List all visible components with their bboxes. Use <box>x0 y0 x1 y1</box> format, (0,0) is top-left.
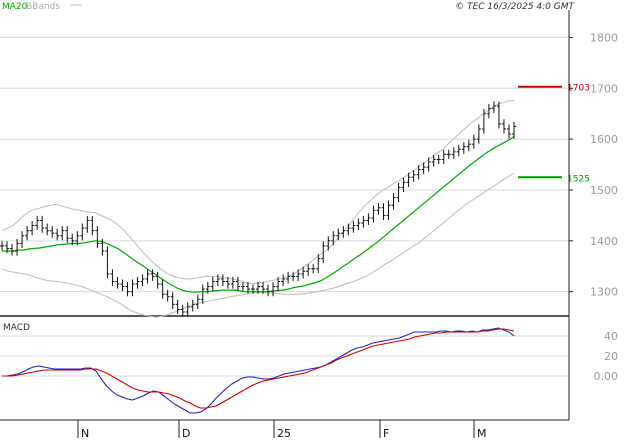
support-label: 1525 <box>567 174 590 184</box>
copyright-text: © TEC 16/3/2025 4:0 GMT <box>455 2 575 12</box>
price-tick-label: 1700 <box>590 82 618 95</box>
x-tick-label: D <box>182 427 190 440</box>
macd-tick-label: 20 <box>604 350 618 363</box>
macd-tick-label: 0.00 <box>594 370 619 383</box>
price-levels: 1703 1525 <box>518 84 590 184</box>
macd-gridlines <box>0 335 569 377</box>
x-axis-ticks: N D 25 F M <box>77 420 487 440</box>
price-tick-label: 1300 <box>590 286 618 299</box>
x-tick-label: 25 <box>277 427 291 440</box>
ohlc-bars <box>0 101 516 317</box>
x-tick-label: N <box>81 427 89 440</box>
macd-lines <box>2 327 515 414</box>
x-tick-label: M <box>477 427 487 440</box>
macd-tick-label: 40 <box>604 330 618 343</box>
legend-ma20: MA20 <box>2 2 28 12</box>
price-tick-label: 1400 <box>590 235 618 248</box>
bbands-lower-line <box>1 172 515 318</box>
macd-signal-line <box>2 328 515 409</box>
price-tick-label: 1800 <box>590 31 618 44</box>
price-gridlines <box>0 36 569 293</box>
resistance-label: 1703 <box>567 84 590 94</box>
macd-line <box>2 327 515 414</box>
macd-title: MACD <box>3 323 30 333</box>
x-tick-label: F <box>383 427 389 440</box>
macd-y-ticks: 0.00 20 40 <box>594 330 619 383</box>
price-tick-label: 1500 <box>590 184 618 197</box>
legend-bbands: BBands <box>26 2 60 12</box>
price-y-ticks: 1300 1400 1500 1600 1700 1800 <box>569 31 618 299</box>
price-tick-label: 1600 <box>590 133 618 146</box>
